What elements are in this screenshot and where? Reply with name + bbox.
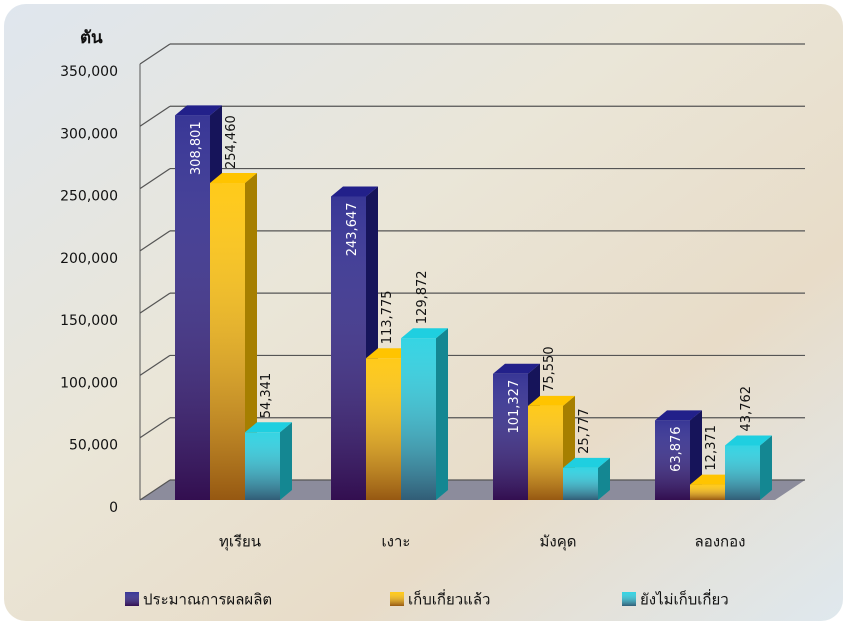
bar-side [280, 422, 292, 500]
y-tick-label: 300,000 [60, 126, 118, 142]
bar-shade [725, 445, 760, 500]
y-tick-label: 0 [109, 500, 118, 516]
grid-line-wall [139, 43, 171, 65]
bar-shade [210, 183, 245, 500]
bar-shade [245, 432, 280, 500]
grid-line-wall [139, 479, 171, 501]
legend-marker-shade [622, 592, 636, 606]
bar-side-shade [280, 422, 292, 500]
bar-top [655, 410, 702, 421]
value-label: 63,876 [669, 426, 684, 472]
bar-side [245, 173, 257, 500]
bar-shade [528, 405, 563, 500]
x-tick-label: ลองกอง [695, 533, 746, 551]
x-tick-label: ทุเรียน [219, 533, 261, 552]
legend-label: ประมาณการผลผลิต [143, 591, 272, 609]
x-tick-label: มังคุด [540, 533, 577, 552]
value-label: 12,371 [704, 425, 719, 471]
bar-top [493, 363, 540, 374]
y-tick-label: 50,000 [69, 438, 118, 454]
bar-side-shade [245, 173, 257, 500]
bar-shade [655, 420, 690, 500]
bar-side [760, 435, 772, 500]
value-label: 308,801 [189, 121, 204, 175]
bar-shade [401, 338, 436, 500]
bar-top [528, 395, 575, 406]
value-label: 243,647 [345, 202, 360, 256]
bar-top [245, 422, 292, 433]
value-label: 101,327 [507, 380, 522, 434]
legend-marker-shade [390, 592, 404, 606]
value-label: 75,550 [542, 346, 557, 392]
bar-top [210, 173, 257, 184]
y-tick-label: 200,000 [60, 251, 118, 267]
value-label: 129,872 [415, 270, 430, 324]
grid-line-wall [139, 292, 171, 314]
bar-side-shade [598, 457, 610, 500]
bar-shade [493, 373, 528, 500]
bar-shade [690, 484, 725, 500]
value-label: 254,460 [224, 115, 239, 169]
bar-shade [366, 358, 401, 500]
grid-line-wall [139, 168, 171, 190]
bar-side [436, 328, 448, 500]
bar-side-shade [760, 435, 772, 500]
bar-top [401, 328, 448, 339]
floor [140, 480, 805, 500]
value-label: 25,777 [577, 408, 592, 454]
bar-shade [563, 467, 598, 500]
value-label: 43,762 [739, 386, 754, 432]
bar-top [563, 457, 610, 468]
grid-line-wall [139, 417, 171, 439]
y-tick-label: 100,000 [60, 375, 118, 391]
bar-top [331, 186, 378, 197]
legend-marker-shade [125, 592, 139, 606]
y-axis-label: ตัน [80, 28, 103, 48]
bar-side [598, 457, 610, 500]
value-label: 54,341 [259, 373, 274, 419]
bar-side-shade [436, 328, 448, 500]
y-tick-label: 350,000 [60, 64, 118, 80]
y-tick-label: 250,000 [60, 189, 118, 205]
grid-line-wall [139, 354, 171, 376]
bar-shade [175, 115, 210, 501]
x-tick-label: เงาะ [382, 533, 411, 551]
bar-top [725, 435, 772, 446]
y-tick-label: 150,000 [60, 313, 118, 329]
bar-shade [331, 196, 366, 500]
grid-line-wall [139, 230, 171, 252]
value-label: 113,775 [380, 291, 395, 345]
bar-top [175, 105, 222, 116]
grid-line-wall [139, 105, 171, 127]
legend-label: เก็บเกี่ยวแล้ว [408, 589, 490, 609]
legend-label: ยังไม่เก็บเกี่ยว [640, 589, 729, 609]
